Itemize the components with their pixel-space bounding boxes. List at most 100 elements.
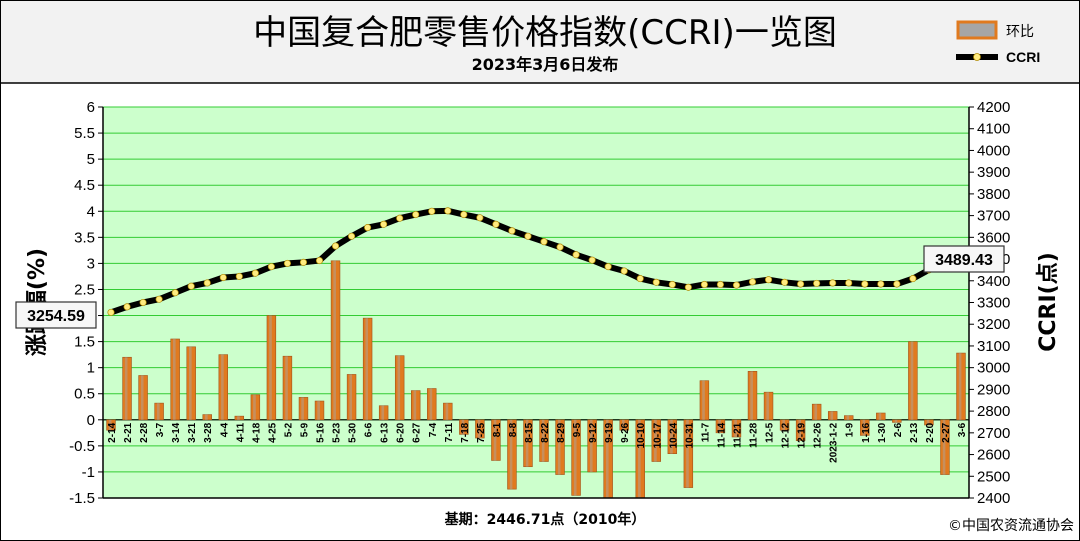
- bar-highlight: [557, 419, 561, 475]
- bar-highlight: [349, 374, 353, 420]
- ccri-point: [893, 280, 901, 288]
- ccri-point: [123, 303, 131, 311]
- x-tick-label: 3-7: [155, 422, 166, 437]
- bar-highlight: [172, 338, 176, 420]
- y-right-label: CCRI(点): [1035, 252, 1061, 352]
- ccri-point: [540, 238, 548, 246]
- bar-highlight: [285, 356, 288, 420]
- end-callout: 3489.43: [923, 245, 1005, 273]
- bar-highlight: [317, 401, 320, 420]
- ccri-point: [492, 220, 500, 228]
- x-tick-label: 7-11: [444, 422, 455, 442]
- legend-line-label: CCRI: [1006, 49, 1040, 65]
- ccri-point: [107, 308, 115, 316]
- right-tick-label: 4100: [977, 121, 1010, 138]
- x-tick-label: 2-13: [909, 422, 920, 442]
- ccri-point: [203, 279, 211, 287]
- left-tick-label: -1: [82, 464, 95, 481]
- ccri-point: [668, 280, 676, 289]
- ccri-point: [508, 227, 516, 235]
- bar-highlight: [108, 419, 112, 431]
- bar-highlight: [461, 419, 465, 435]
- right-tick-label: 2700: [977, 425, 1010, 442]
- right-tick-label: 2900: [977, 381, 1010, 398]
- ccri-point: [476, 214, 484, 222]
- ccri-point: [652, 278, 660, 286]
- left-tick-label: 3.5: [74, 229, 95, 246]
- x-tick-label: 3-14: [171, 422, 182, 442]
- left-tick-label: 2.5: [74, 281, 95, 298]
- x-tick-label: 3-28: [203, 422, 214, 442]
- ccri-point: [781, 278, 789, 286]
- ccri-point: [764, 276, 773, 284]
- ccri-point: [428, 207, 436, 215]
- left-tick-label: 1: [87, 360, 95, 377]
- base-note: 基期：2446.71点（2010年）: [445, 511, 646, 528]
- bar-highlight: [140, 375, 144, 420]
- ccri-point: [380, 220, 388, 228]
- x-tick-label: 2-6: [893, 422, 904, 437]
- x-tick-label: 12-26: [813, 422, 824, 448]
- left-tick-label: 3: [87, 255, 95, 272]
- left-tick-label: 4: [87, 203, 95, 220]
- x-tick-label: 10-17: [652, 422, 663, 448]
- x-tick-label: 7-4: [428, 422, 439, 437]
- bar-highlight: [621, 419, 625, 431]
- x-tick-label: 2023-1-2: [829, 422, 840, 462]
- bar-highlight: [237, 416, 240, 420]
- ccri-point: [299, 258, 308, 266]
- bar-highlight: [846, 415, 850, 420]
- x-tick-label: 12-19: [797, 422, 808, 448]
- ccri-point: [684, 283, 692, 291]
- bar-highlight: [686, 419, 689, 488]
- bar-highlight: [397, 355, 401, 420]
- x-tick-label: 10-10: [636, 422, 647, 448]
- bar-highlight: [381, 405, 385, 420]
- x-tick-label: 8-8: [508, 422, 519, 437]
- bar-highlight: [445, 403, 449, 420]
- x-tick-label: 4-4: [219, 422, 230, 437]
- x-tick-label: 6-13: [380, 422, 391, 442]
- bar-highlight: [750, 371, 753, 420]
- bar-highlight: [156, 403, 160, 420]
- x-tick-label: 8-1: [492, 422, 503, 437]
- bar-highlight: [525, 419, 529, 467]
- x-tick-label: 11-7: [700, 422, 711, 442]
- ccri-point: [829, 279, 837, 287]
- plot-area: [103, 107, 969, 498]
- ccri-point: [748, 278, 757, 286]
- ccri-point: [171, 289, 179, 297]
- ccri-point: [636, 275, 644, 283]
- x-tick-label: 9-19: [604, 422, 615, 442]
- left-tick-label: 4.5: [74, 177, 95, 194]
- bar-highlight: [333, 260, 336, 420]
- bar-highlight: [205, 414, 208, 420]
- ccri-point: [251, 269, 259, 277]
- ccri-point: [364, 224, 372, 232]
- left-tick-label: 0: [87, 412, 95, 429]
- x-tick-label: 2-27: [941, 422, 952, 442]
- x-tick-label: 2-14: [107, 422, 118, 442]
- ccri-point: [460, 210, 468, 219]
- left-tick-label: -1.5: [69, 490, 95, 507]
- ccri-point: [588, 256, 596, 264]
- bar-highlight: [188, 346, 192, 420]
- right-tick-label: 3800: [977, 186, 1010, 203]
- x-tick-label: 4-11: [235, 422, 246, 442]
- ccri-point: [348, 232, 356, 240]
- x-tick-label: 11-28: [749, 422, 760, 447]
- bar-highlight: [301, 397, 304, 420]
- left-tick-label: 0.5: [74, 386, 95, 403]
- left-tick-label: 1.5: [74, 334, 95, 351]
- ccri-point: [396, 214, 404, 222]
- x-tick-label: 5-30: [348, 422, 359, 442]
- x-tick-label: 6-27: [412, 422, 423, 442]
- x-tick-label: 7-18: [460, 422, 471, 442]
- bar-highlight: [926, 419, 930, 426]
- ccri-point: [572, 251, 580, 259]
- x-tick-label: 9-5: [572, 422, 583, 437]
- bar-highlight: [654, 419, 657, 462]
- left-tick-label: 5.5: [74, 125, 95, 142]
- right-tick-label: 3200: [977, 316, 1010, 333]
